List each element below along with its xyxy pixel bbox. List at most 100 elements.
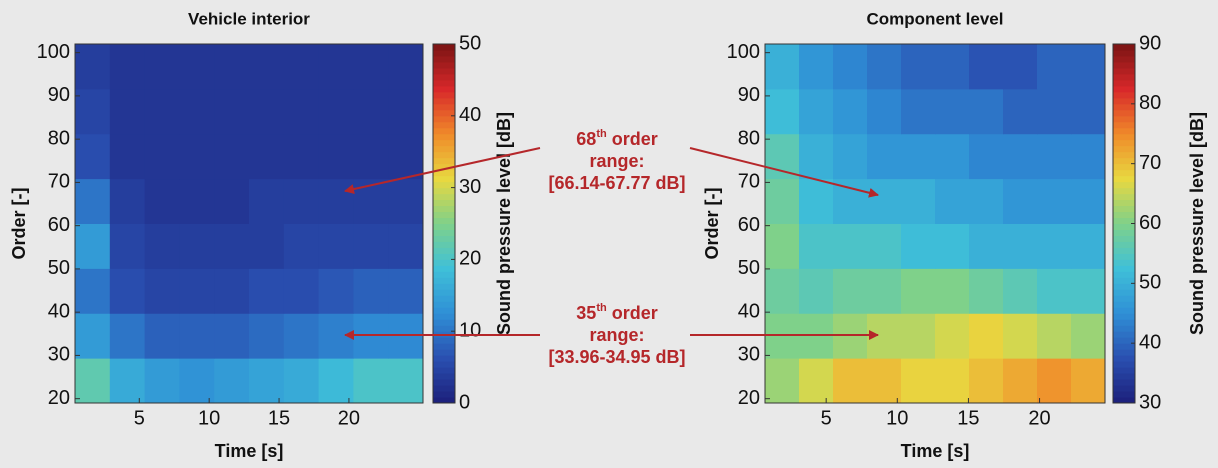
heatmap-cell [388,44,424,90]
chart-title: Component level [867,9,1004,28]
heatmap-cell [388,88,424,135]
heatmap-cell [283,133,320,180]
colorbar-segment [433,277,455,284]
heatmap-cell [75,178,111,224]
y-tick-label: 80 [48,127,70,149]
colorbar-segment [433,79,455,87]
x-tick-label: 20 [1028,407,1050,429]
heatmap-cell [901,88,936,135]
heatmap-cell [353,133,389,180]
colorbar-segment [1113,223,1135,230]
colorbar-tick-label: 30 [1139,391,1161,413]
heatmap-cell [935,178,970,224]
heatmap-cell [109,313,146,359]
x-axis-label: Time [s] [215,441,284,461]
colorbar-segment [1113,337,1135,344]
colorbar-segment [1113,67,1135,75]
heatmap-cell [388,133,424,180]
heatmap-cell [765,133,800,180]
colorbar-segment [433,325,455,332]
y-tick-label: 100 [727,41,760,63]
heatmap-cell [935,268,970,314]
heatmap-cell [353,44,389,90]
y-tick-label: 90 [738,84,760,106]
heatmap-cell [969,44,1004,90]
x-tick-label: 20 [338,407,360,429]
heatmap-cell [1003,133,1038,180]
heatmap-cell [1003,313,1038,359]
heatmap-cell [765,268,800,314]
colorbar-segment [433,67,455,75]
colorbar-tick-label: 80 [1139,92,1161,114]
colorbar-segment [1113,139,1135,147]
heatmap-cell [765,88,800,135]
heatmap-cell [283,44,320,90]
heatmap-cell [1071,223,1106,269]
heatmap-cell [1003,358,1038,404]
heatmap-cell [144,268,180,314]
heatmap-cell [109,88,146,135]
heatmap-cell [388,178,424,224]
heatmap-cell [144,133,180,180]
heatmap-cell [318,88,354,135]
colorbar-segment [433,199,455,207]
colorbar-segment [1113,325,1135,332]
colorbar-segment [1113,121,1135,129]
colorbar-segment [433,163,455,171]
heatmap-cell [901,133,936,180]
heatmap-cell [214,223,250,269]
heatmap-cell [283,223,320,269]
colorbar-segment [1113,97,1135,105]
colorbar-segment [1113,127,1135,135]
heatmap-cell [144,358,180,404]
heatmap-cell [144,88,180,135]
heatmap-cell [318,133,354,180]
colorbar-segment [1113,79,1135,87]
colorbar-segment [433,313,455,320]
heatmap-cell [935,133,970,180]
heatmap-cell [318,178,354,224]
colorbar-segment [1113,163,1135,171]
heatmap-cell [214,133,250,180]
heatmap-cell [353,268,389,314]
plot-frame [764,43,1106,404]
y-tick-label: 90 [48,84,70,106]
colorbar-segment [1113,385,1135,392]
heatmap-cell [75,223,111,269]
plot-frame [74,43,424,404]
heatmap-cell [799,178,834,224]
colorbar-segment [1113,379,1135,386]
colorbar-segment [1113,181,1135,189]
colorbar-segment [1113,193,1135,201]
heatmap-cell [1071,268,1106,314]
heatmap-cell [179,268,215,314]
colorbar-segment [433,379,455,386]
colorbar-segment [433,367,455,374]
colorbar-segment [1113,115,1135,123]
colorbar-segment [433,229,455,236]
colorbar-segment [1113,295,1135,302]
heatmap-cell [318,223,354,269]
order-number: 35 [576,303,596,323]
colorbar-segment [1113,247,1135,254]
heatmap-cell [1071,44,1106,90]
heatmap-cell [935,44,970,90]
colorbar-segment [433,85,455,93]
heatmap-cell [75,358,111,404]
heatmap-cell [353,223,389,269]
colorbar-segment [1113,217,1135,224]
colorbar-segment [433,175,455,183]
colorbar-segment [433,259,455,266]
colorbar-segment [1113,373,1135,380]
colorbar-segment [1113,175,1135,183]
colorbar-segment [1113,205,1135,213]
heatmap-cell [867,223,902,269]
colorbar-segment [1113,253,1135,260]
heatmap-cell [109,268,146,314]
heatmap-cell [1071,358,1106,404]
colorbar-segment [433,235,455,242]
y-tick-label: 30 [48,344,70,366]
colorbar-segment [433,133,455,141]
arrow [344,147,541,194]
